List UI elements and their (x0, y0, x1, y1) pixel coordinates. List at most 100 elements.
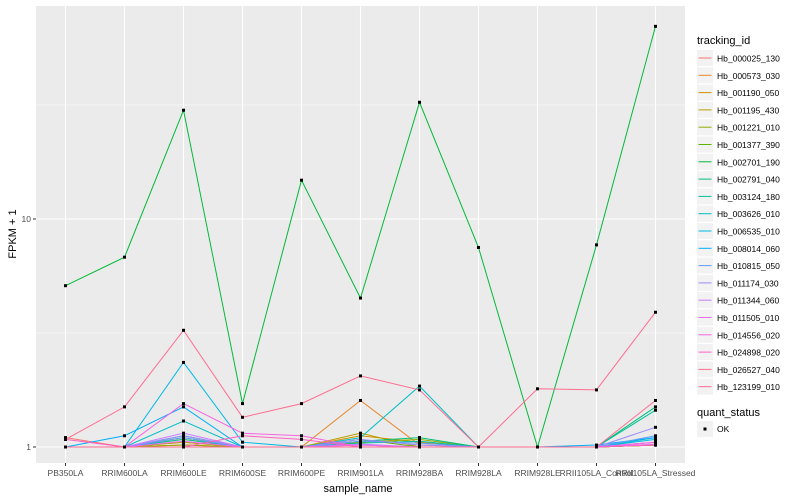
data-point (241, 415, 244, 419)
data-point (123, 255, 126, 259)
data-point (359, 374, 362, 378)
legend-label: Hb_010815_050 (717, 261, 780, 271)
series-points (64, 24, 657, 449)
x-axis-title: sample_name (323, 483, 392, 495)
data-point (418, 100, 421, 104)
y-axis: 1 10 (22, 214, 36, 452)
x-tick-label: RRII105LA_Stressed (616, 468, 696, 478)
legend-label: Hb_000025_130 (717, 54, 780, 64)
legend-items: Hb_000025_130 Hb_000573_030 Hb_001190_050 H… (697, 50, 780, 395)
legend-label: Hb_011344_060 (717, 296, 780, 306)
data-point (654, 408, 657, 412)
data-point (359, 437, 362, 441)
y-tick-label: 1 (26, 442, 31, 452)
data-point (182, 405, 185, 409)
data-point (300, 178, 303, 182)
legend-label: Hb_014556_020 (717, 330, 780, 340)
legend-shape-label: OK (717, 424, 730, 434)
data-point (418, 441, 421, 445)
legend-label: Hb_006535_010 (717, 227, 780, 237)
data-point (595, 443, 598, 447)
data-point (654, 310, 657, 314)
data-point (536, 445, 539, 449)
data-point (300, 434, 303, 438)
legend-label: Hb_123199_010 (717, 382, 780, 392)
x-tick-label: RRII105LA_Control (560, 468, 634, 478)
data-point (654, 425, 657, 429)
data-point (595, 445, 598, 449)
data-point (359, 439, 362, 443)
data-point (359, 443, 362, 447)
data-point (359, 445, 362, 449)
y-tick-label: 10 (22, 214, 32, 224)
data-point (241, 402, 244, 406)
data-point (654, 443, 657, 447)
data-point (595, 243, 598, 247)
data-point (241, 431, 244, 435)
data-point (418, 384, 421, 388)
legend-label: Hb_008014_060 (717, 244, 780, 254)
legend-label: Hb_003626_010 (717, 209, 780, 219)
data-point (123, 445, 126, 449)
legend-label: Hb_002701_190 (717, 157, 780, 167)
data-point (123, 434, 126, 438)
data-point (64, 437, 67, 441)
data-point (64, 436, 67, 440)
legend-label: Hb_001221_010 (717, 123, 780, 133)
data-point (654, 440, 657, 444)
data-point (182, 443, 185, 447)
x-tick-label: RRIM600LA (101, 468, 148, 478)
data-point (64, 445, 67, 449)
x-tick-label: PB350LA (48, 468, 84, 478)
data-point (182, 445, 185, 449)
data-point (182, 434, 185, 438)
data-point (654, 436, 657, 440)
data-point (182, 360, 185, 364)
data-point (654, 24, 657, 28)
legend-label: Hb_001377_390 (717, 140, 780, 150)
data-point (182, 437, 185, 441)
legend-label: Hb_001195_430 (717, 105, 780, 115)
data-point (654, 434, 657, 438)
x-tick-label: RRIM600LE (160, 468, 207, 478)
data-point (418, 439, 421, 443)
data-point (418, 437, 421, 441)
data-point (536, 387, 539, 391)
legend-label: Hb_000573_030 (717, 71, 780, 81)
data-point (477, 445, 480, 449)
data-point (241, 440, 244, 444)
x-tick-label: RRIM600PE (278, 468, 326, 478)
legend-color-title: tracking_id (697, 35, 750, 47)
data-point (182, 419, 185, 423)
data-point (241, 445, 244, 449)
data-point (359, 436, 362, 440)
legend-point-ok (703, 427, 707, 431)
data-point (182, 439, 185, 443)
data-point (418, 436, 421, 440)
data-point (300, 437, 303, 441)
data-point (182, 431, 185, 435)
x-tick-label: RRIM901LA (337, 468, 384, 478)
x-tick-label: RRIM600SE (219, 468, 267, 478)
legend-label: Hb_003124_180 (717, 192, 780, 202)
data-point (182, 328, 185, 332)
data-point (123, 405, 126, 409)
data-point (64, 284, 67, 288)
data-point (359, 398, 362, 402)
legend-label: Hb_026527_040 (717, 365, 780, 375)
data-point (654, 437, 657, 441)
x-axis: PB350LA RRIM600LA RRIM600LE RRIM600SE RRIM60… (48, 463, 696, 478)
data-point (477, 245, 480, 249)
data-point (595, 388, 598, 392)
data-point (359, 296, 362, 300)
data-point (654, 398, 657, 402)
data-point (300, 402, 303, 406)
legend-label: Hb_011505_010 (717, 313, 780, 323)
x-tick-label: RRIM928BA (396, 468, 444, 478)
legend-label: Hb_024898_020 (717, 348, 780, 358)
data-point (300, 445, 303, 449)
data-point (241, 434, 244, 438)
x-tick-label: RRIM928LE (514, 468, 561, 478)
legend-label: Hb_001190_050 (717, 88, 780, 98)
